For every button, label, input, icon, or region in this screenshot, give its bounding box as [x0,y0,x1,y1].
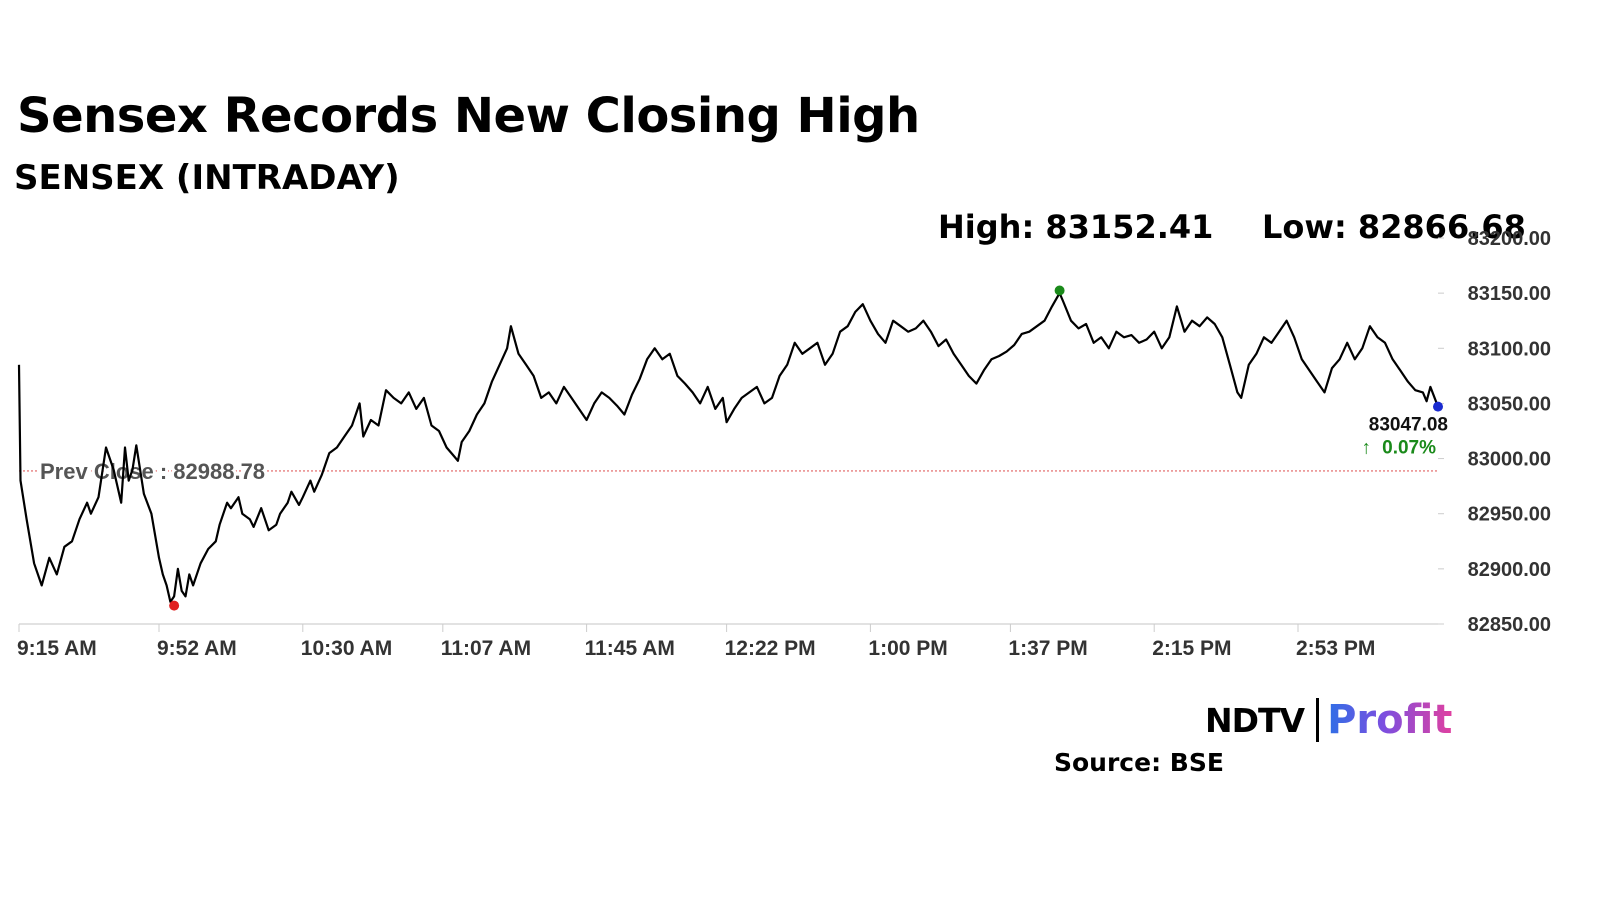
y-tick-label: 83000.00 [1468,449,1551,471]
logo-divider [1316,698,1320,742]
y-tick-label: 83150.00 [1468,283,1551,305]
x-tick-label: 9:15 AM [17,637,97,660]
change-percent-value: 0.07% [1382,438,1436,459]
x-axis: 9:15 AM 9:52 AM 10:30 AM 11:07 AM 11:45 AM 12… [17,623,1438,660]
logo-profit-text: Profit [1327,697,1453,743]
x-tick-label: 2:53 PM [1296,637,1375,660]
high-value-label: High: 83152.41 [938,208,1214,246]
low-marker [169,600,180,611]
intraday-line-chart: 82850.00 82900.00 82950.00 83000.00 83050.00… [17,228,1551,660]
y-tick-label: 82850.00 [1468,614,1551,636]
ndtv-profit-logo: NDTV Profit [1205,696,1452,744]
x-tick-label: 12:22 PM [725,637,816,660]
chart-subtitle: SENSEX (INTRADAY) [14,158,400,198]
x-tick-label: 1:37 PM [1008,637,1087,660]
y-tick-label: 82950.00 [1468,504,1551,526]
x-tick-label: 1:00 PM [868,637,947,660]
x-tick-label: 11:07 AM [441,637,531,660]
y-tick-label: 83200.00 [1468,228,1551,250]
y-tick-label: 82900.00 [1468,559,1551,581]
prev-close-label: Prev Close : 82988.78 [40,459,265,484]
price-series-line [17,292,1440,604]
last-price-marker [1433,401,1443,412]
y-tick-label: 83100.00 [1468,338,1551,360]
logo-ndtv-text: NDTV [1205,700,1305,740]
x-tick-label: 2:15 PM [1152,637,1231,660]
high-marker [1054,285,1065,296]
y-axis: 82850.00 82900.00 82950.00 83000.00 83050.00… [1438,228,1551,636]
x-tick-label: 11:45 AM [585,637,675,660]
chart-title: Sensex Records New Closing High [17,88,920,144]
change-percent-label: ↑ 0.07% [1361,438,1436,459]
y-tick-label: 83050.00 [1468,393,1551,415]
x-tick-label: 10:30 AM [301,637,392,660]
last-price-label: 83047.08 [1369,415,1448,436]
source-note: Source: BSE [1054,748,1224,777]
x-tick-label: 9:52 AM [157,637,237,660]
up-arrow-icon: ↑ [1361,438,1371,459]
low-value-label: Low: 82866.68 [1262,208,1526,246]
